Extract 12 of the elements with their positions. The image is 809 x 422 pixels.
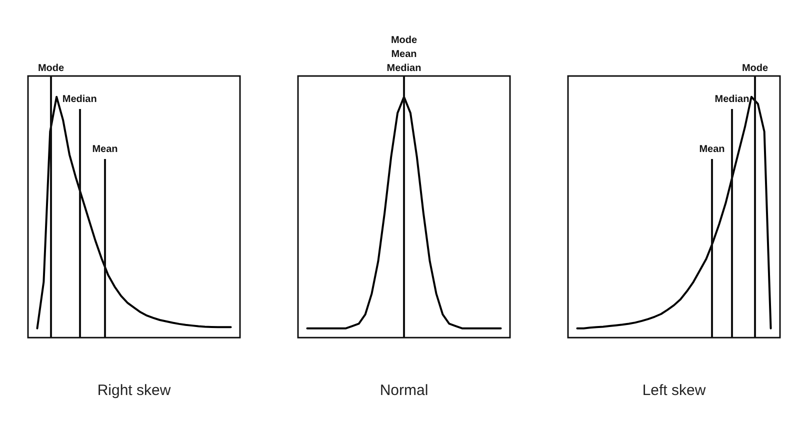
- text: Mode: [390, 35, 418, 47]
- x-axis-title: Left skew: [642, 382, 706, 400]
- text: Mode: [742, 63, 768, 75]
- annotation: Mean: [699, 144, 725, 156]
- annotation: Median: [62, 94, 97, 106]
- text: Median: [386, 63, 422, 75]
- annotation: Mean: [92, 144, 118, 156]
- x-axis-title: Right skew: [97, 382, 171, 400]
- annotation: Median: [714, 94, 750, 106]
- text: Mean: [391, 49, 417, 61]
- x-axis-title: Normal: [380, 382, 428, 400]
- text: Mode: [38, 63, 64, 75]
